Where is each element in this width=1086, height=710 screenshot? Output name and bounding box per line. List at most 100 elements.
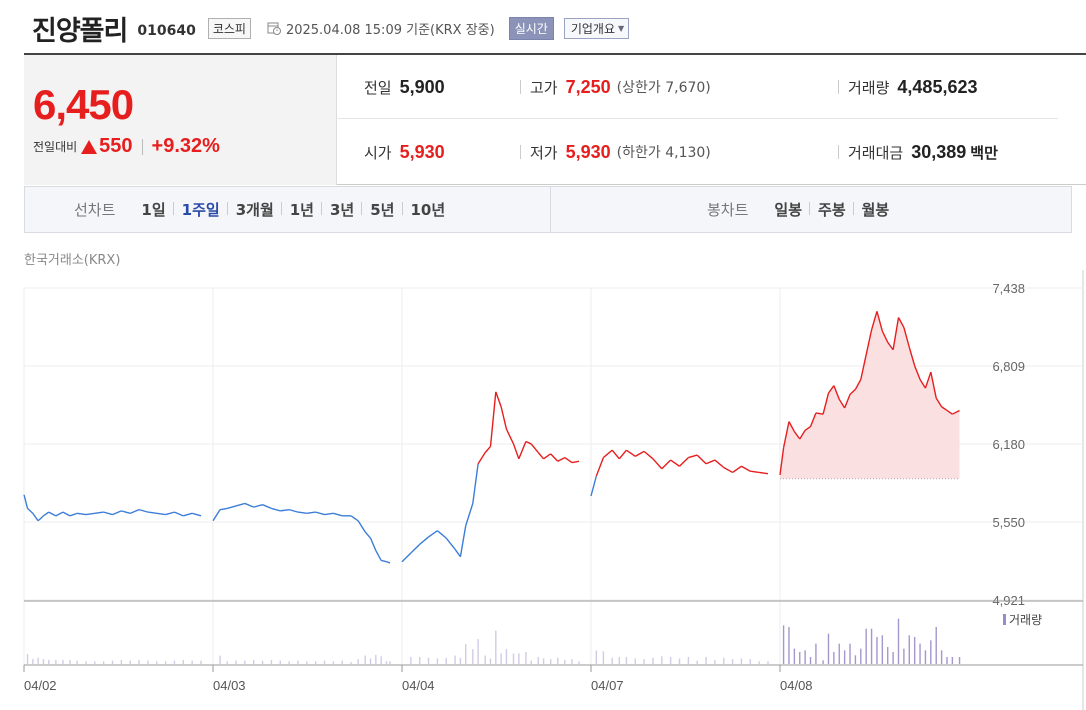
- tab-1d[interactable]: 1일: [141, 201, 166, 219]
- volume-bar: [129, 660, 131, 664]
- volume-bar: [69, 659, 71, 664]
- tab-daily[interactable]: 일봉: [774, 201, 803, 219]
- caret-down-icon: ▼: [618, 23, 625, 33]
- volume-bar: [350, 662, 352, 664]
- volume-bar: [876, 637, 878, 664]
- volume-bar: [618, 657, 621, 664]
- volume-bar: [32, 659, 34, 664]
- volume-bar: [881, 635, 884, 664]
- price-line-segment: [350, 515, 359, 522]
- tab-weekly[interactable]: 주봉: [809, 199, 854, 220]
- price-line-segment: [892, 317, 900, 350]
- tab-1y[interactable]: 1년: [280, 199, 322, 220]
- price-line-segment: [253, 504, 263, 508]
- price-line-segment: [112, 510, 122, 516]
- price-line-segment: [37, 515, 44, 522]
- price-line-segment: [705, 459, 716, 465]
- price-line-segment: [262, 504, 272, 510]
- price-line-segment: [495, 391, 502, 407]
- price-line-segment: [518, 441, 527, 460]
- volume-bar: [385, 661, 388, 664]
- realtime-button[interactable]: 실시간: [508, 16, 554, 40]
- volume-bar: [465, 644, 467, 664]
- volume-bar: [542, 658, 545, 664]
- volume-bar: [226, 661, 228, 664]
- price-line-segment: [564, 456, 573, 464]
- volume-bar: [323, 660, 326, 664]
- x-tick-label: 04/04: [402, 678, 435, 693]
- price-line-segment: [634, 450, 645, 457]
- volume-bar: [156, 661, 158, 664]
- current-price: 6,450: [33, 81, 134, 128]
- price-line-segment: [941, 406, 948, 412]
- prev-close-cell: 전일 5,900: [364, 55, 445, 119]
- x-tick-label: 04/08: [780, 678, 813, 693]
- tab-3m[interactable]: 3개월: [226, 199, 282, 220]
- divider: [141, 138, 143, 155]
- volume-label: 거래량: [848, 78, 890, 97]
- price-line-segment: [55, 511, 64, 517]
- tab-10y[interactable]: 10년: [401, 199, 454, 220]
- volume-bar: [549, 659, 552, 664]
- price-line-segment: [759, 471, 769, 475]
- price-line-segment: [410, 543, 421, 554]
- y-tick-label: 6,180: [992, 437, 1025, 452]
- price-line-segment: [661, 459, 672, 470]
- volume-bar: [484, 655, 486, 664]
- price-line-segment: [138, 508, 149, 513]
- volume-bar: [854, 655, 857, 664]
- price-line-segment: [226, 505, 237, 510]
- quote-row: 시가 5,930 저가 5,930 (하한가 4,130) 거래대금 30,38…: [338, 120, 1058, 184]
- price-line-segment: [843, 394, 851, 409]
- price-line-segment: [670, 459, 680, 467]
- candle-chart-tabs: 봉차트 일봉 주봉 월봉: [707, 187, 897, 232]
- tab-5y[interactable]: 5년: [361, 199, 402, 220]
- volume-bar: [102, 661, 105, 664]
- volume-bar: [602, 651, 605, 664]
- price-line-segment: [779, 447, 785, 476]
- volume-bar: [892, 652, 894, 664]
- volume-bar: [76, 660, 78, 664]
- price-line-segment: [924, 371, 932, 389]
- price-line-segment: [212, 509, 221, 522]
- volume-bar: [731, 659, 734, 664]
- price-line-segment: [935, 397, 943, 408]
- tab-3y[interactable]: 3년: [320, 199, 362, 220]
- company-overview-button[interactable]: 기업개요 ▼: [563, 17, 630, 39]
- price-line-segment: [324, 512, 334, 516]
- price-line-segment: [914, 365, 921, 380]
- time-info: 2025.04.08 15:09 기준(KRX 장중): [267, 19, 495, 38]
- volume-bar: [758, 661, 760, 664]
- price-line-segment: [815, 412, 824, 415]
- volume-bar: [111, 660, 114, 664]
- volume-bar: [611, 657, 613, 664]
- volume-bar: [669, 657, 672, 664]
- tab-1w[interactable]: 1주일: [172, 199, 228, 220]
- price-line-segment: [887, 341, 894, 351]
- stock-name: 진양폴리: [32, 15, 128, 47]
- price-line-segment: [788, 421, 795, 432]
- price-line-segment: [618, 449, 627, 460]
- price-line-segment: [288, 508, 299, 513]
- price-line-segment: [595, 457, 605, 477]
- volume-bar: [288, 661, 290, 664]
- volume-value: 4,485,623: [897, 76, 978, 97]
- prev-close-label: 전일: [364, 78, 392, 97]
- tab-monthly[interactable]: 월봉: [852, 199, 898, 220]
- price-line-segment: [543, 453, 552, 460]
- price-line-segment: [436, 530, 447, 539]
- price-line-segment: [952, 409, 960, 415]
- volume-bar: [887, 647, 889, 664]
- volume-bar: [419, 657, 421, 664]
- price-line-segment: [525, 440, 532, 445]
- volume-bar: [357, 659, 359, 664]
- volume-bar: [908, 635, 910, 664]
- volume-bar: [903, 648, 905, 664]
- volume-bar: [860, 648, 862, 664]
- price-line-segment: [244, 502, 254, 508]
- upper-limit: (상한가 7,670): [616, 80, 711, 96]
- volume-bar: [849, 643, 851, 664]
- change-percent: +9.32%: [151, 135, 220, 157]
- volume-bar: [870, 628, 873, 664]
- volume-bar: [518, 653, 520, 664]
